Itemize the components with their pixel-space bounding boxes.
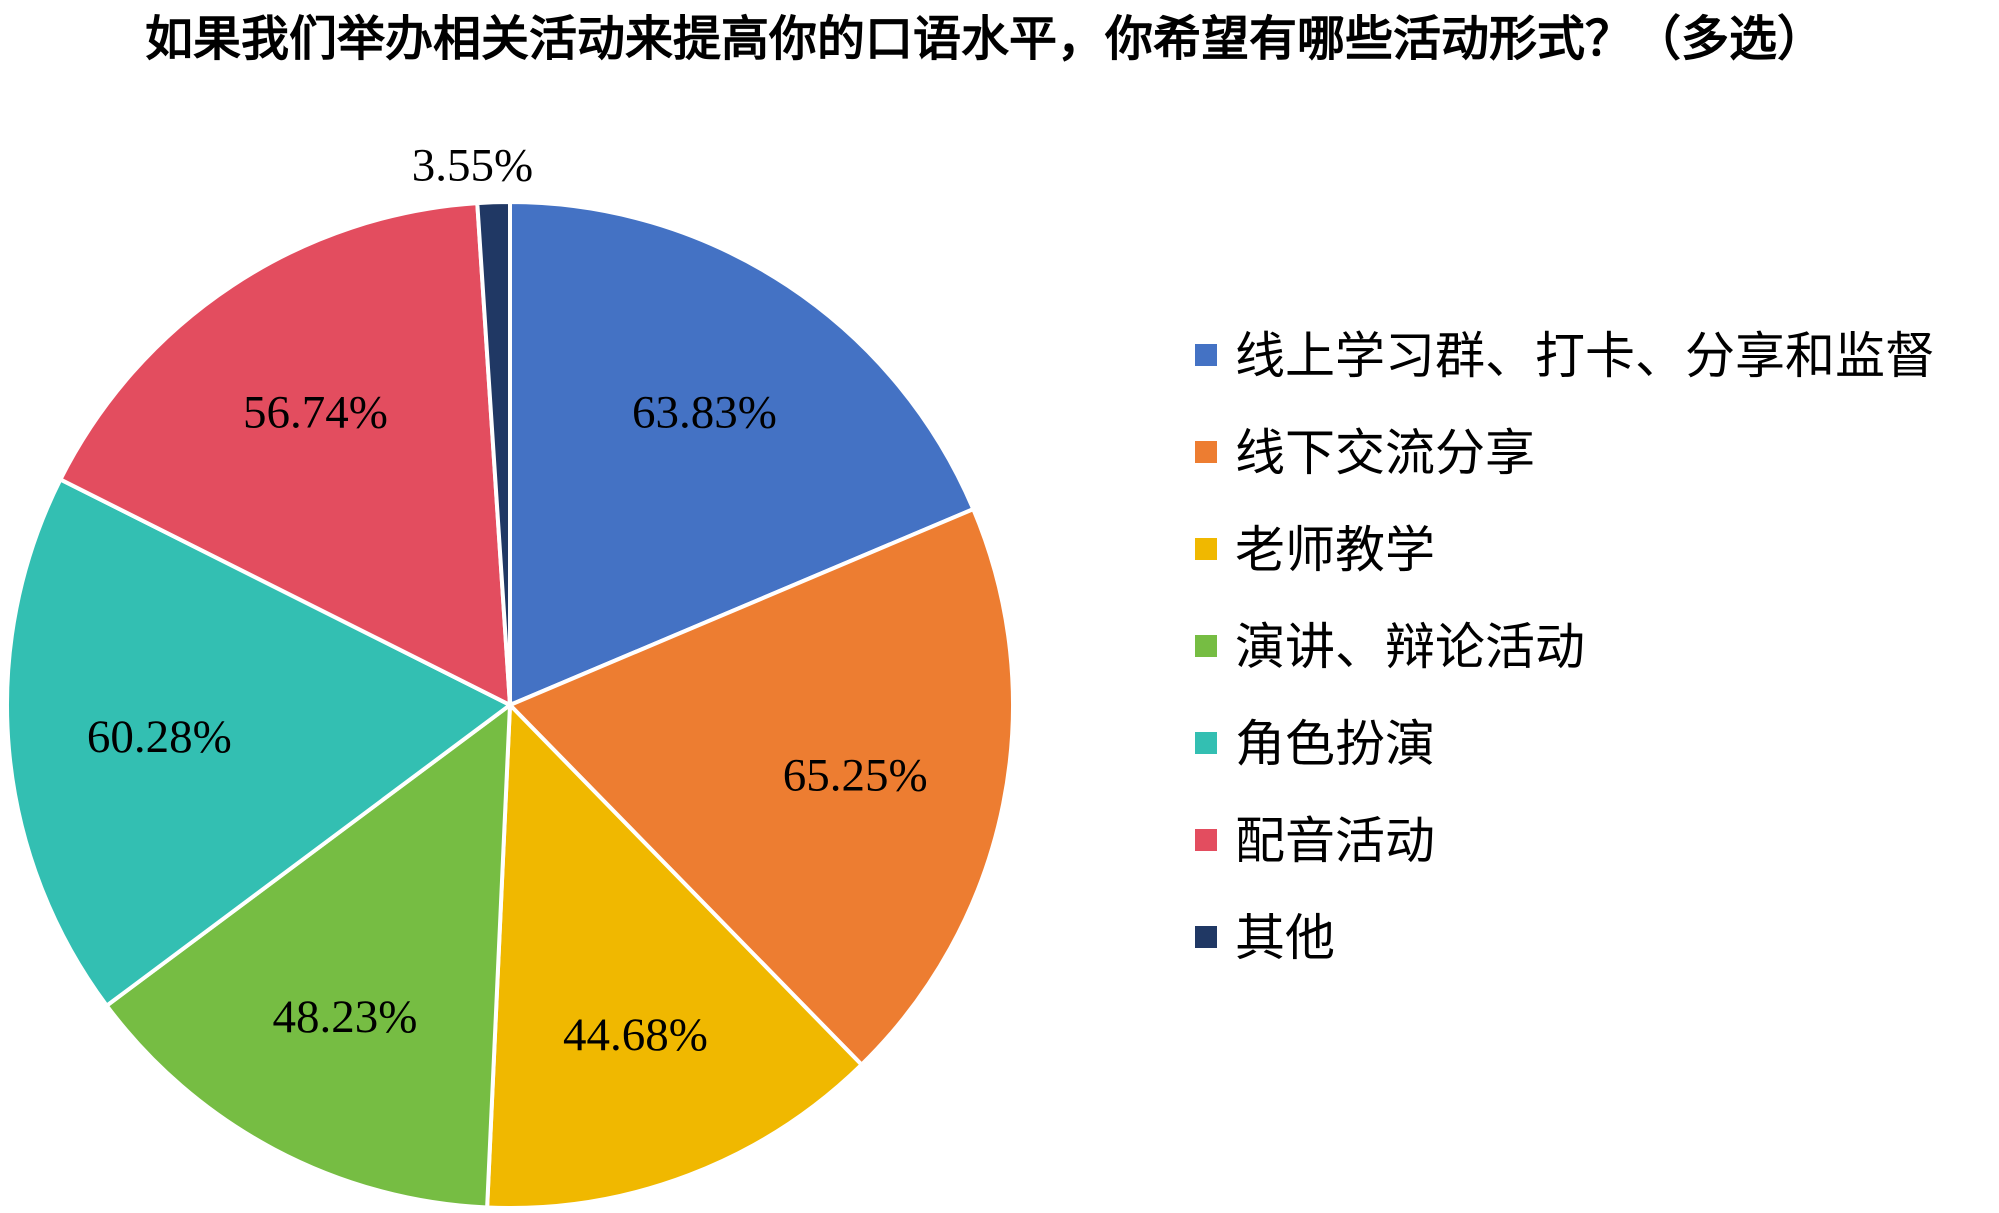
- legend-swatch: [1195, 732, 1217, 754]
- pie-slice: [485, 700, 865, 1210]
- data-label: 48.23%: [273, 991, 418, 1043]
- data-labels: 63.83% 65.25% 44.68% 48.23% 60.28% 56.74% 3.55…: [87, 139, 928, 1061]
- legend-label: 其他: [1235, 909, 1335, 967]
- pie-slice: [103, 700, 513, 1210]
- legend-swatch: [1195, 926, 1217, 948]
- data-label: 56.74%: [243, 387, 388, 439]
- legend-swatch: [1195, 344, 1217, 366]
- legend-swatch: [1195, 829, 1217, 851]
- pie-slice: [5, 476, 514, 1009]
- data-label: 3.55%: [412, 139, 533, 191]
- legend-label: 角色扮演: [1235, 715, 1435, 773]
- pie-slices: [5, 199, 1016, 1210]
- data-label: 65.25%: [783, 749, 928, 801]
- data-label: 60.28%: [87, 711, 232, 763]
- legend-swatch: [1195, 635, 1217, 657]
- pie-slice: [506, 506, 1016, 1068]
- legend-swatch: [1195, 538, 1217, 560]
- pie-slice: [508, 199, 976, 709]
- legend-label: 线上学习群、打卡、分享和监督: [1235, 327, 1935, 385]
- legend-swatch: [1195, 441, 1217, 463]
- legend-label: 演讲、辩论活动: [1235, 618, 1585, 676]
- pie-slice: [57, 200, 513, 709]
- chart-title: 如果我们举办相关活动来提高你的口语水平，你希望有哪些活动形式？（多选）: [145, 11, 1825, 67]
- legend-label: 老师教学: [1235, 521, 1435, 579]
- legend-label: 线下交流分享: [1235, 424, 1535, 482]
- pie-slice: [475, 199, 512, 706]
- data-label: 44.68%: [563, 1009, 708, 1061]
- legend: 线上学习群、打卡、分享和监督线下交流分享老师教学演讲、辩论活动角色扮演配音活动其…: [1195, 327, 1935, 967]
- legend-label: 配音活动: [1235, 812, 1435, 870]
- data-label: 63.83%: [632, 387, 777, 439]
